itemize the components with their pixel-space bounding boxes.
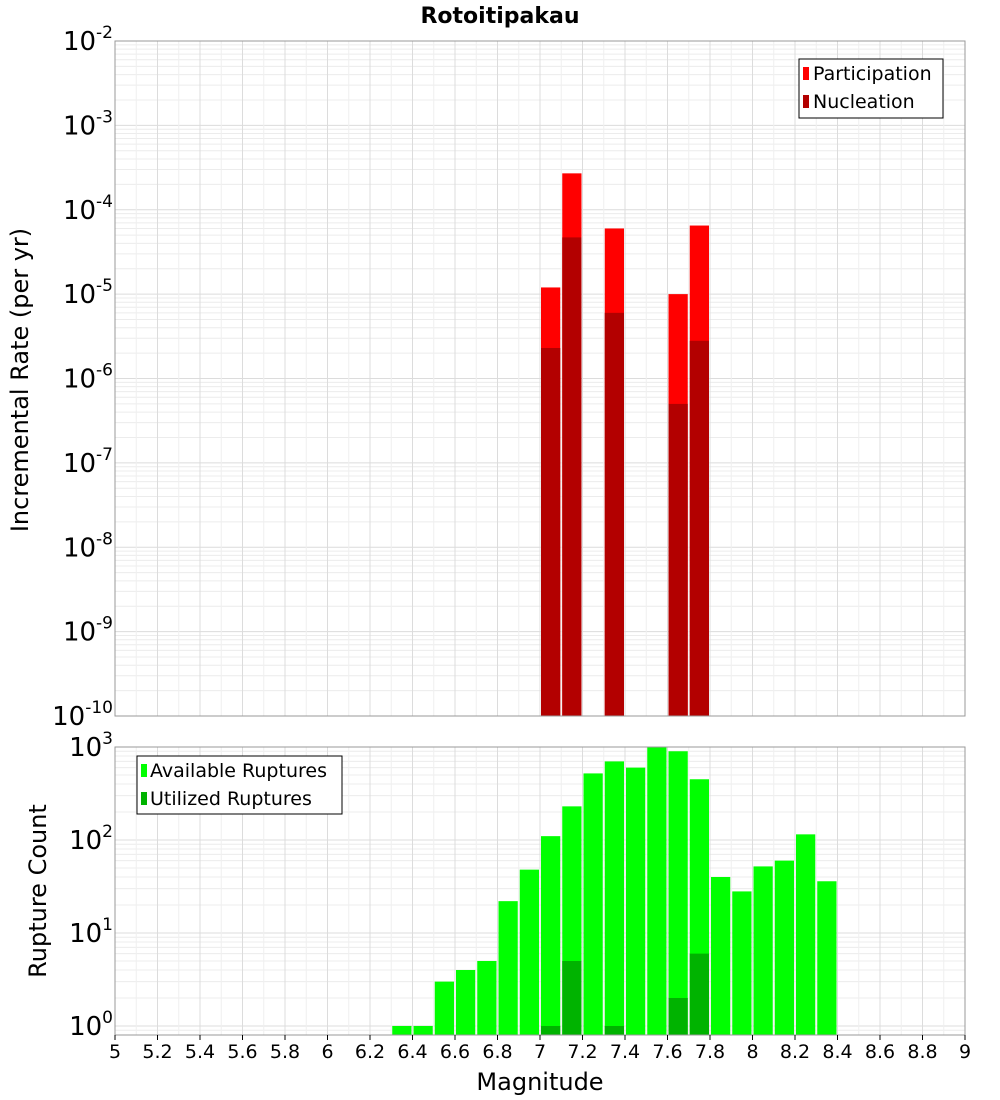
bar-available-ruptures [519, 869, 539, 1035]
bar-available-ruptures [817, 881, 837, 1035]
x-tick-label: 8 [746, 1041, 758, 1063]
x-tick-label: 8.4 [822, 1041, 852, 1063]
bar-available-ruptures [711, 877, 731, 1035]
bottom-y-ticks: 100 101 102 103 [69, 729, 113, 1042]
x-tick-label: 6.4 [397, 1041, 427, 1063]
bottom-y-tick-label: 101 [69, 915, 113, 949]
bottom-y-tick-label: 102 [69, 822, 113, 856]
bar-available-ruptures [774, 860, 794, 1035]
top-legend-box [798, 58, 944, 119]
chart-title: Rotoitipakau [420, 4, 579, 29]
bar-utilized-ruptures [668, 997, 688, 1035]
bar-available-ruptures [647, 747, 667, 1035]
legend-label-available: Available Ruptures [150, 760, 327, 782]
top-y-tick-label: 10-4 [63, 192, 113, 226]
legend-label-participation: Participation [813, 63, 932, 85]
bar-available-ruptures [668, 751, 688, 1035]
bar-available-ruptures [434, 981, 454, 1035]
bar-available-ruptures [753, 866, 773, 1035]
bottom-grid [114, 747, 966, 1036]
top-y-tick-label: 10-3 [63, 107, 113, 141]
top-y-tick-label: 10-5 [63, 276, 113, 310]
x-tick-label: 6.8 [482, 1041, 512, 1063]
bar-utilized-ruptures [541, 1025, 561, 1035]
x-tick-label: 7.4 [610, 1041, 640, 1063]
top-grid [114, 41, 966, 717]
bar-nucleation [689, 340, 709, 716]
x-tick-label: 7.8 [695, 1041, 725, 1063]
legend-swatch-available [141, 764, 147, 777]
x-tick-label: 8.6 [865, 1041, 895, 1063]
top-y-tick-label: 10-7 [63, 445, 113, 479]
bottom-bars [392, 747, 837, 1035]
legend-label-utilized: Utilized Ruptures [150, 788, 312, 810]
top-y-tick-label: 10-2 [63, 23, 113, 57]
x-tick-label: 9 [959, 1041, 971, 1063]
x-tick-label: 5 [109, 1041, 121, 1063]
top-y-tick-label: 10-8 [63, 529, 113, 563]
x-tick-label: 5.8 [270, 1041, 300, 1063]
bar-nucleation [541, 347, 561, 716]
bar-available-ruptures [541, 836, 561, 1035]
bar-available-ruptures [498, 901, 518, 1035]
bottom-y-tick-label: 100 [69, 1008, 113, 1042]
x-tick-label: 8.8 [907, 1041, 937, 1063]
top-y-axis-label: Incremental Rate (per yr) [6, 228, 34, 532]
bar-available-ruptures [583, 773, 603, 1035]
x-tick-label: 7 [534, 1041, 546, 1063]
legend-swatch-participation [803, 67, 809, 80]
top-y-tick-label: 10-9 [63, 614, 113, 648]
bar-nucleation [562, 237, 582, 716]
x-tick-label: 6.2 [355, 1041, 385, 1063]
bar-utilized-ruptures [604, 1025, 624, 1035]
bar-available-ruptures [477, 960, 497, 1035]
top-legend: Participation Nucleation [798, 58, 944, 119]
top-plot-frame [114, 40, 966, 717]
bar-utilized-ruptures [562, 960, 582, 1035]
x-tick-label: 8.2 [780, 1041, 810, 1063]
top-y-tick-label: 10-6 [63, 361, 113, 395]
bottom-legend-box [136, 755, 343, 815]
legend-label-nucleation: Nucleation [813, 91, 915, 113]
top-y-tick-label: 10-10 [52, 698, 113, 732]
x-tick-label: 5.2 [142, 1041, 172, 1063]
x-axis-label: Magnitude [476, 1068, 603, 1096]
bar-available-ruptures [392, 1025, 412, 1035]
bar-utilized-ruptures [689, 953, 709, 1035]
x-tick-label: 6.6 [440, 1041, 470, 1063]
x-ticks: 5 5.2 5.4 5.6 5.8 6 6.2 6.4 6.6 6.8 7 7.2 7.4 7.6 7.8 8… [109, 1035, 971, 1063]
bar-nucleation [604, 312, 624, 716]
legend-swatch-utilized [141, 792, 147, 805]
bottom-legend: Available Ruptures Utilized Ruptures [136, 755, 343, 815]
bottom-y-tick-label: 103 [69, 729, 113, 763]
bar-available-ruptures [732, 891, 752, 1035]
top-y-ticks: 10-10 10-9 10-8 10-7 10-6 10-5 10-4 10-3 10-2 [52, 23, 113, 732]
bar-available-ruptures [413, 1025, 433, 1035]
x-tick-label: 6 [321, 1041, 333, 1063]
top-bars [541, 173, 709, 716]
x-tick-label: 5.6 [227, 1041, 257, 1063]
x-tick-label: 7.2 [567, 1041, 597, 1063]
x-tick-label: 5.4 [185, 1041, 215, 1063]
bar-nucleation [668, 403, 688, 716]
bar-available-ruptures [626, 767, 646, 1035]
x-tick-label: 7.6 [652, 1041, 682, 1063]
bottom-y-axis-label: Rupture Count [24, 804, 52, 978]
bar-available-ruptures [796, 834, 816, 1035]
bar-available-ruptures [456, 969, 476, 1035]
bar-available-ruptures [604, 761, 624, 1035]
legend-swatch-nucleation [803, 95, 809, 108]
